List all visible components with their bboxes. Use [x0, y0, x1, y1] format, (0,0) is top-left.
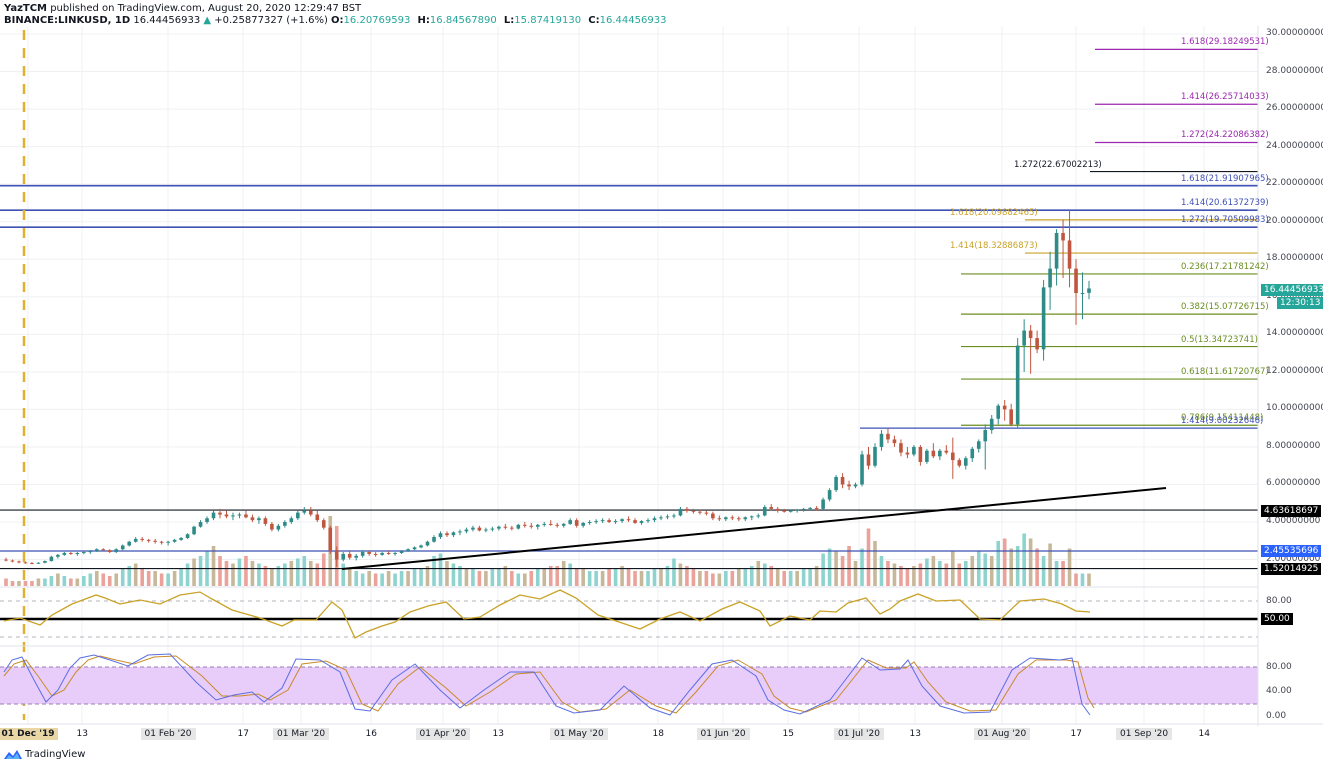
fib-levels: [0, 48, 1258, 429]
publisher-name: YazTCM: [4, 3, 48, 14]
support-tag-1-52: 1.52014925: [1261, 563, 1322, 575]
support-lines: [0, 509, 1258, 570]
volume-bars: [4, 516, 1091, 586]
time-tick: 15: [782, 729, 794, 739]
price-tick: 20.00000000: [1266, 215, 1323, 226]
time-tick: 13: [492, 729, 504, 739]
fib-label: 0.786(9.15411448): [1181, 413, 1264, 424]
time-tick: 01 Mar '20: [273, 728, 330, 740]
fib-label: 0.382(15.07726715): [1181, 302, 1269, 313]
time-tick: 01 Feb '20: [140, 728, 196, 740]
close-value: 16.44456933: [599, 15, 667, 26]
time-tick: 01 May '20: [550, 728, 608, 740]
time-tick: 17: [237, 729, 249, 739]
last-price: 16.44456933: [133, 15, 201, 26]
time-tick: 17: [1070, 729, 1082, 739]
rsi-pane: [0, 589, 1258, 639]
time-tick: 16: [365, 729, 377, 739]
up-arrow-icon: ▲: [203, 15, 212, 26]
price-tick: 2.00000000: [1266, 553, 1321, 564]
rsi-tag-50: 50.00: [1261, 613, 1293, 625]
fib-label: 1.272(22.67002213): [1014, 159, 1102, 170]
stoch-tick-0: 0.00: [1266, 711, 1287, 721]
price-tick: 22.00000000: [1266, 178, 1323, 189]
fib-label: 0.618(11.61720767): [1181, 367, 1269, 378]
fib-label: 1.272(24.22086382): [1181, 130, 1269, 141]
fib-label: 1.414(18.32886873): [950, 241, 1038, 252]
price-tick: 8.00000000: [1266, 440, 1321, 451]
price-tick: 14.00000000: [1266, 328, 1323, 339]
fib-label: 1.618(20.09882465): [950, 207, 1038, 218]
fib-label: 0.236(17.21781242): [1181, 261, 1269, 272]
open-value: 16.20769593: [343, 15, 411, 26]
fib-label: 0.5(13.34723741): [1181, 334, 1258, 345]
time-tick: 13: [909, 729, 921, 739]
high-label: H:: [417, 15, 430, 26]
ohlc-legend: BINANCE:LINKUSD, 1D 16.44456933 ▲ +0.258…: [4, 15, 670, 26]
time-tick: 13: [76, 729, 88, 739]
stoch-rsi-pane: [0, 653, 1258, 716]
price-candles: [4, 210, 1091, 568]
fib-label: 1.414(9.00232646): [1181, 416, 1264, 427]
price-tick: 28.00000000: [1266, 65, 1323, 76]
trendline[interactable]: [341, 487, 1167, 570]
rsi-tick-80: 80.00: [1266, 596, 1292, 606]
countdown-tag: 12:30:13: [1277, 297, 1323, 309]
high-value: 16.84567890: [429, 15, 497, 26]
price-tick: 24.00000000: [1266, 140, 1323, 151]
price-tick: 12.00000000: [1266, 365, 1323, 376]
support-tag-2-45: 2.45535696: [1261, 545, 1322, 557]
stoch-tick-80: 80.00: [1266, 662, 1292, 672]
time-tick: 01 Jul '20: [834, 728, 884, 740]
time-tick: 01 Apr '20: [415, 728, 471, 740]
low-value: 15.87419130: [514, 15, 582, 26]
fib-label: 1.272(19.70509983): [1181, 215, 1269, 226]
low-label: L:: [503, 15, 515, 26]
tradingview-logo[interactable]: TradingView: [4, 749, 85, 760]
price-tick: 26.00000000: [1266, 103, 1323, 114]
symbol-interval[interactable]: BINANCE:LINKUSD, 1D: [4, 15, 131, 26]
fib-label: 1.618(21.91907965): [1181, 173, 1269, 184]
time-tick: 14: [1198, 729, 1210, 739]
close-label: C:: [588, 15, 600, 26]
fib-label: 1.414(20.61372739): [1181, 198, 1269, 209]
price-tick: 30.00000000: [1266, 28, 1323, 38]
fib-label: 1.618(29.18249531): [1181, 37, 1269, 48]
publisher-line: YazTCM published on TradingView.com, Aug…: [4, 3, 361, 14]
time-tick: 01 Dec '19: [0, 728, 59, 740]
time-tick: 01 Aug '20: [973, 728, 1031, 740]
brand-name: TradingView: [25, 749, 86, 760]
price-tick: 10.00000000: [1266, 403, 1323, 414]
time-tick: 01 Jun '20: [696, 728, 750, 740]
stoch-tick-40: 40.00: [1266, 686, 1292, 696]
price-tick: 18.00000000: [1266, 253, 1323, 264]
price-change: +0.25877327 (+1.6%): [214, 15, 328, 26]
price-tick: 4.00000000: [1266, 516, 1321, 527]
time-tick: 18: [652, 729, 664, 739]
tradingview-logo-icon: [4, 750, 22, 759]
support-tag-4-63: 4.63618697: [1261, 505, 1322, 517]
price-tick: 6.00000000: [1266, 478, 1321, 489]
published-text: published on TradingView.com, August 20,…: [50, 3, 362, 14]
chart-canvas[interactable]: [0, 26, 1323, 726]
fib-label: 1.414(26.25714033): [1181, 92, 1269, 103]
time-tick: 01 Sep '20: [1116, 728, 1173, 740]
last-price-tag: 16.44456933: [1261, 284, 1323, 296]
open-label: O:: [331, 15, 344, 26]
